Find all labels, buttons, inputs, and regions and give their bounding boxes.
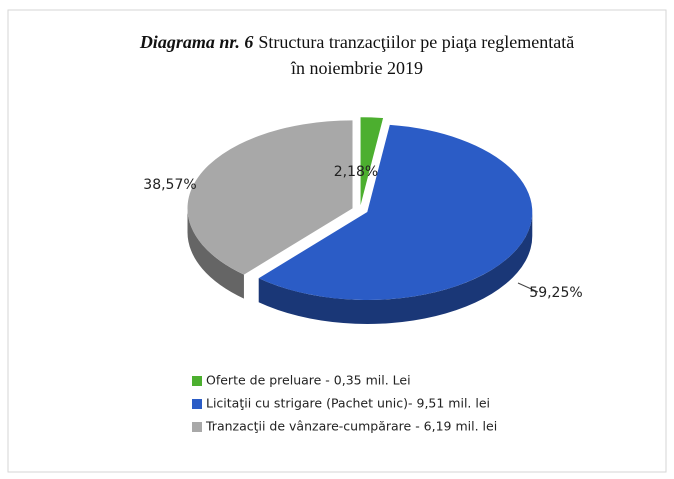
pie-slice-side <box>187 208 244 299</box>
legend-label: Licitaţii cu strigare (Pachet unic)- 9,5… <box>206 396 490 411</box>
chart-subtitle: în noiembrie 2019 <box>290 58 423 78</box>
data-label: 59,25% <box>529 285 582 301</box>
data-label: 2,18% <box>334 164 378 180</box>
pie-slice-side <box>258 211 533 324</box>
frame <box>7 9 667 473</box>
legend-label: Tranzacţii de vânzare-cumpărare - 6,19 m… <box>205 419 497 434</box>
chart-title-label: Diagrama nr. 6 <box>139 32 254 52</box>
pie-slice <box>360 117 384 206</box>
pie-slice <box>187 120 353 275</box>
legend-label: Oferte de preluare - 0,35 mil. Lei <box>206 373 411 388</box>
legend-swatch <box>192 376 202 386</box>
legend-swatch <box>192 399 202 409</box>
chart-title: Structura tranzacţiilor pe piaţa regleme… <box>258 32 574 52</box>
chart-title-line: Diagrama nr. 6 Structura tranzacţiilor pe… <box>139 32 574 52</box>
leader-line <box>517 282 539 293</box>
pie-slice <box>258 124 533 300</box>
data-label: 38,57% <box>143 177 196 193</box>
legend-swatch <box>192 422 202 432</box>
